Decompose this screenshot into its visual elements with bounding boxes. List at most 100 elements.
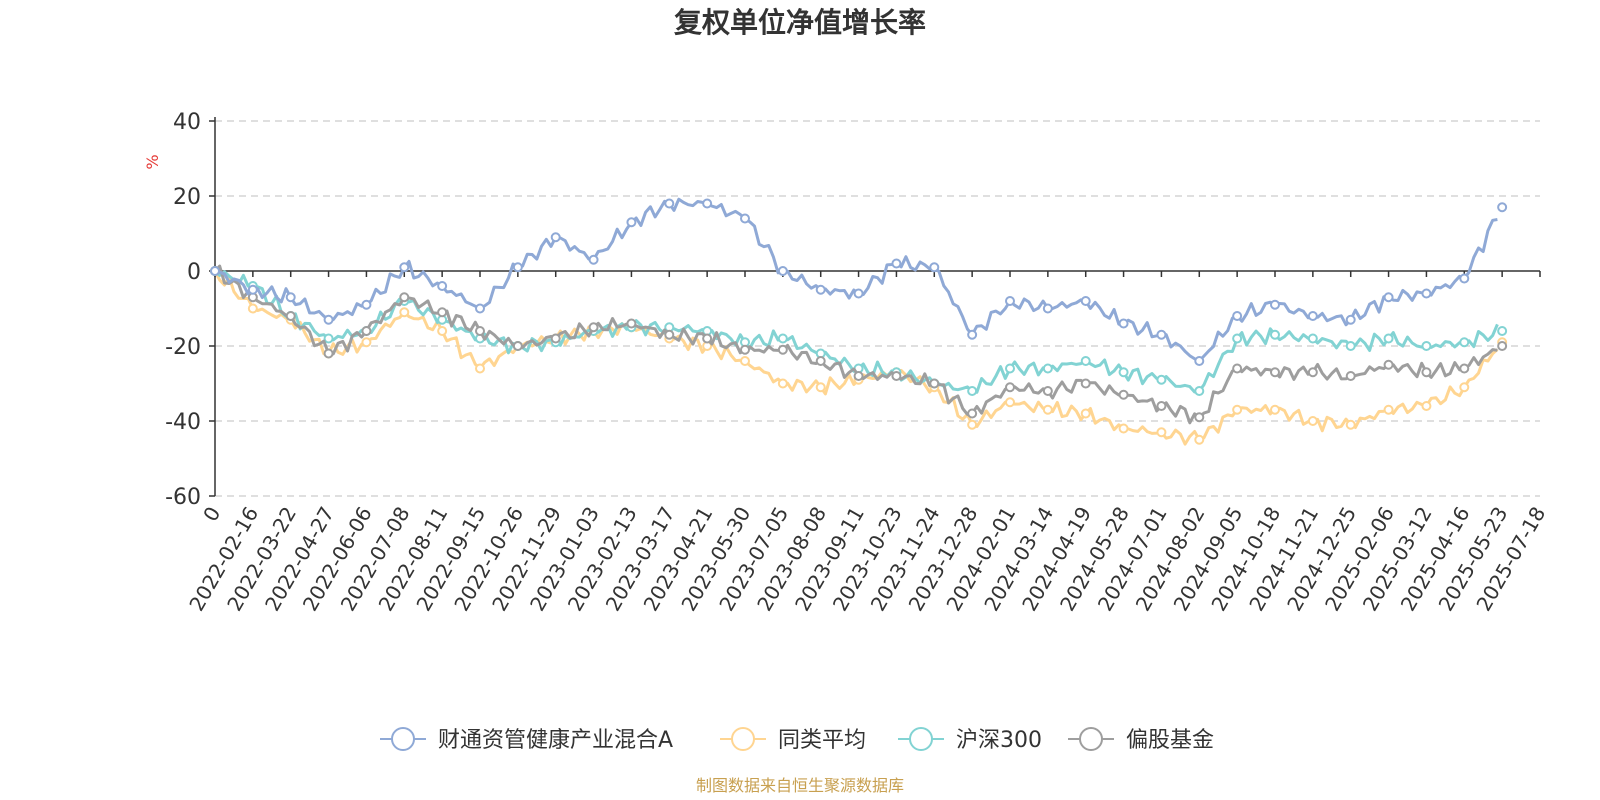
data-point [891, 371, 902, 381]
data-point [1497, 202, 1508, 213]
data-point [323, 348, 334, 359]
x-tick-label: 0 [198, 503, 225, 526]
data-point [1270, 329, 1280, 340]
data-point [1118, 423, 1129, 434]
data-point [361, 337, 372, 348]
y-tick-label: -20 [165, 335, 201, 360]
data-point [437, 307, 448, 318]
data-point [1232, 404, 1243, 415]
data-point [1459, 273, 1470, 284]
y-tick-label: -40 [165, 410, 201, 435]
data-point [475, 326, 485, 336]
data-point [1383, 404, 1394, 415]
data-point [1118, 367, 1129, 378]
legend-marker-icon [731, 727, 755, 751]
data-point [1232, 333, 1243, 344]
data-point [967, 329, 978, 340]
data-point [550, 333, 561, 344]
y-tick-label: 0 [187, 260, 201, 285]
data-point [361, 326, 372, 336]
data-point [285, 311, 296, 321]
data-point [1421, 341, 1432, 351]
data-point [588, 322, 599, 333]
y-tick-label: 40 [173, 110, 201, 135]
data-point [1270, 404, 1280, 415]
data-point [1118, 318, 1129, 329]
data-point [1042, 386, 1053, 396]
data-point [210, 266, 220, 276]
data-point [512, 341, 523, 351]
data-point [475, 303, 485, 314]
data-point [929, 378, 940, 389]
data-point [1005, 397, 1015, 408]
data-point [777, 333, 788, 344]
data-point [1307, 367, 1318, 378]
legend-item[interactable]: 偏股基金 [1068, 727, 1214, 753]
legend[interactable]: 财通资管健康产业混合A 同类平均 沪深300 偏股基金 [380, 727, 1214, 753]
data-point [247, 284, 258, 295]
data-point [1421, 401, 1432, 411]
series-lines [210, 197, 1508, 446]
data-point [1232, 311, 1243, 321]
data-point [247, 303, 258, 314]
data-point [1383, 359, 1394, 370]
y-axis-unit: % [143, 154, 162, 169]
data-point [853, 371, 864, 381]
data-point [1345, 419, 1356, 430]
legend-item[interactable]: 同类平均 [720, 727, 866, 753]
data-point [1042, 404, 1053, 415]
legend-marker-icon [1079, 727, 1103, 751]
data-point [1421, 288, 1432, 299]
data-point [1156, 329, 1167, 340]
data-point [702, 333, 713, 344]
data-point [1156, 374, 1167, 385]
data-point [1459, 337, 1470, 348]
data-point [1042, 363, 1053, 374]
chart-title: 复权单位净值增长率 [674, 6, 926, 39]
legend-marker-icon [909, 727, 933, 751]
data-point [777, 344, 788, 355]
data-point [1232, 363, 1243, 374]
legend-item[interactable]: 财通资管健康产业混合A [380, 727, 673, 753]
data-point [1497, 341, 1508, 351]
data-point [967, 419, 978, 430]
data-point [1307, 311, 1318, 321]
data-point [815, 284, 826, 295]
data-point [1421, 367, 1432, 378]
data-point [1005, 296, 1015, 306]
grid-lines [215, 120, 1540, 497]
data-point [399, 307, 410, 318]
data-point [1042, 303, 1053, 314]
data-point [1080, 296, 1091, 306]
data-point [1459, 363, 1470, 374]
data-point [399, 292, 410, 303]
data-point [1459, 382, 1470, 393]
data-point [740, 213, 750, 224]
data-point [815, 382, 826, 393]
axes [214, 117, 1540, 496]
data-point [929, 262, 940, 273]
legend-label: 同类平均 [778, 728, 866, 753]
data-point [1005, 382, 1015, 393]
data-point [1194, 356, 1205, 366]
legend-label: 财通资管健康产业混合A [438, 728, 673, 753]
data-point [1497, 326, 1508, 336]
data-point [512, 262, 523, 273]
data-point [1194, 434, 1205, 445]
data-point [740, 356, 750, 366]
data-point [626, 217, 637, 228]
y-tick-label: -60 [165, 485, 201, 510]
data-point [550, 232, 561, 243]
data-point [437, 326, 448, 336]
data-point [740, 344, 750, 355]
data-point [323, 333, 334, 344]
data-point [1270, 299, 1280, 310]
legend-item[interactable]: 沪深300 [898, 727, 1042, 753]
data-point [1383, 292, 1394, 303]
data-point [777, 378, 788, 389]
data-point [664, 329, 675, 340]
data-point [437, 281, 448, 291]
data-point [967, 386, 978, 396]
data-source-note: 制图数据来自恒生聚源数据库 [696, 776, 904, 795]
